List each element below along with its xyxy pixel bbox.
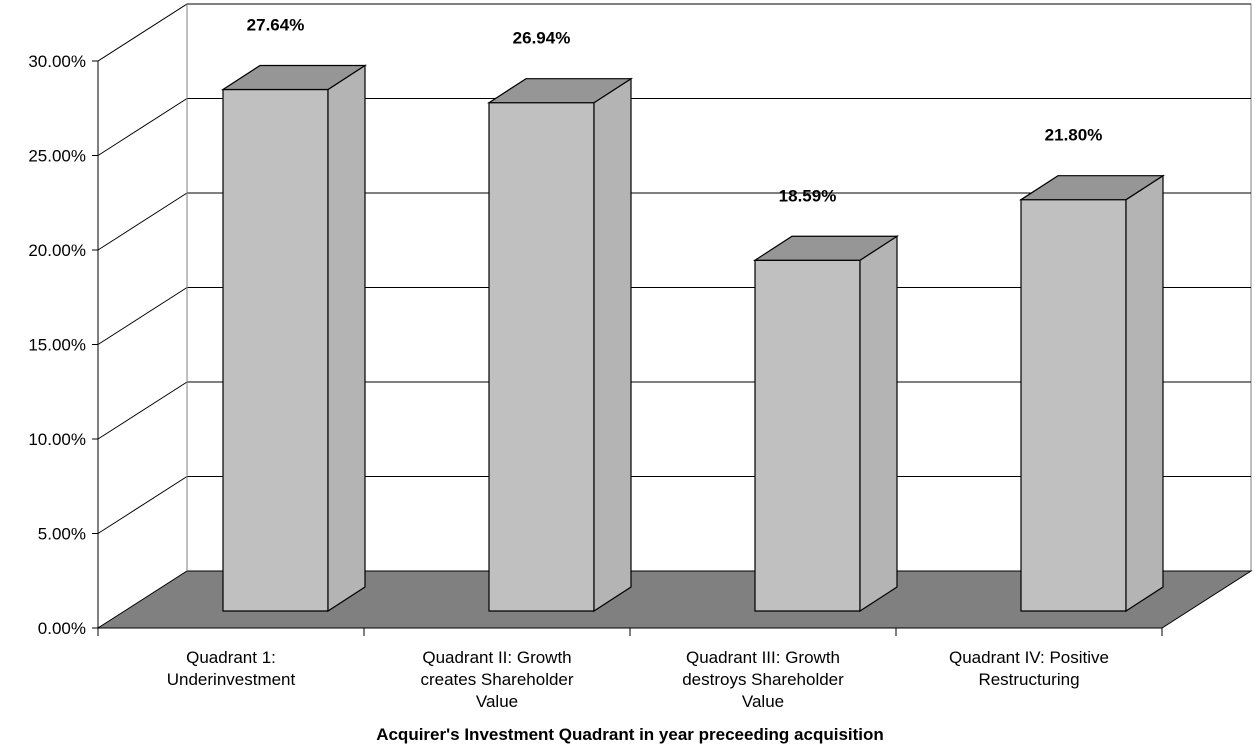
tick-labels: 0.00% 5.00% 10.00% 15.00% 20.00% 25.00% 30.00%… — [28, 52, 1109, 711]
x-tick-label-line: Quadrant III: Growth — [686, 648, 840, 667]
bar-front-face — [1020, 199, 1127, 612]
y-tick-label: 5.00% — [38, 525, 86, 544]
x-tick-label-line: Underinvestment — [167, 670, 296, 689]
gridline-side — [97, 98, 188, 156]
gridline-side — [97, 476, 188, 534]
bar-top-face — [486, 78, 634, 104]
bar-front-face — [754, 259, 861, 612]
bar-side-face — [327, 64, 366, 613]
x-axis-title: Acquirer's Investment Quadrant in year p… — [376, 725, 884, 744]
bar-front-face — [488, 102, 595, 612]
y-tick-label: 20.00% — [28, 241, 86, 260]
data-labels: 27.64% 26.94% 18.59% 21.80% — [247, 16, 1103, 206]
gridline-side — [97, 3, 188, 62]
x-tick-label: Quadrant IV: Positive Restructuring — [949, 648, 1109, 689]
y-tick-label: 10.00% — [28, 430, 86, 449]
data-label: 18.59% — [779, 186, 837, 205]
bar-front-face — [222, 88, 329, 612]
bar-top-face — [752, 235, 900, 261]
x-tick-label-line: Quadrant II: Growth — [422, 648, 571, 667]
x-tick-label: Quadrant 1: Underinvestment — [167, 648, 296, 689]
bar-top-face — [220, 64, 368, 91]
x-tick-label-line: creates Shareholder — [420, 670, 573, 689]
x-tick-label-line: Quadrant 1: — [186, 648, 276, 667]
bar — [486, 77, 634, 613]
bar — [752, 235, 900, 613]
y-tick-label: 0.00% — [38, 619, 86, 638]
bar-side-face — [1125, 174, 1164, 613]
x-tick-label-line: Restructuring — [978, 670, 1079, 689]
x-tick-label: Quadrant III: Growth destroys Shareholder… — [682, 648, 844, 711]
x-tick-label-line: Quadrant IV: Positive — [949, 648, 1109, 667]
x-tick-label-line: Value — [476, 692, 518, 711]
axes — [92, 4, 1163, 636]
bar — [1018, 174, 1166, 613]
y-tick-label: 15.00% — [28, 336, 86, 355]
bars — [220, 64, 1166, 613]
gridline-side — [97, 192, 188, 251]
bar-top-face — [1018, 175, 1166, 201]
gridline-side — [97, 381, 188, 440]
data-label: 27.64% — [247, 16, 305, 35]
bar-side-face — [593, 77, 632, 613]
x-tick-label: Quadrant II: Growth creates Shareholder Va… — [420, 648, 573, 711]
data-label: 26.94% — [513, 29, 571, 48]
x-tick-label-line: Value — [742, 692, 784, 711]
x-tick-label-line: destroys Shareholder — [682, 670, 844, 689]
bar — [220, 64, 368, 613]
bar-side-face — [859, 235, 898, 613]
data-label: 21.80% — [1045, 126, 1103, 145]
gridline-side — [97, 287, 188, 345]
y-tick-label: 25.00% — [28, 147, 86, 166]
y-tick-label: 30.00% — [28, 52, 86, 71]
